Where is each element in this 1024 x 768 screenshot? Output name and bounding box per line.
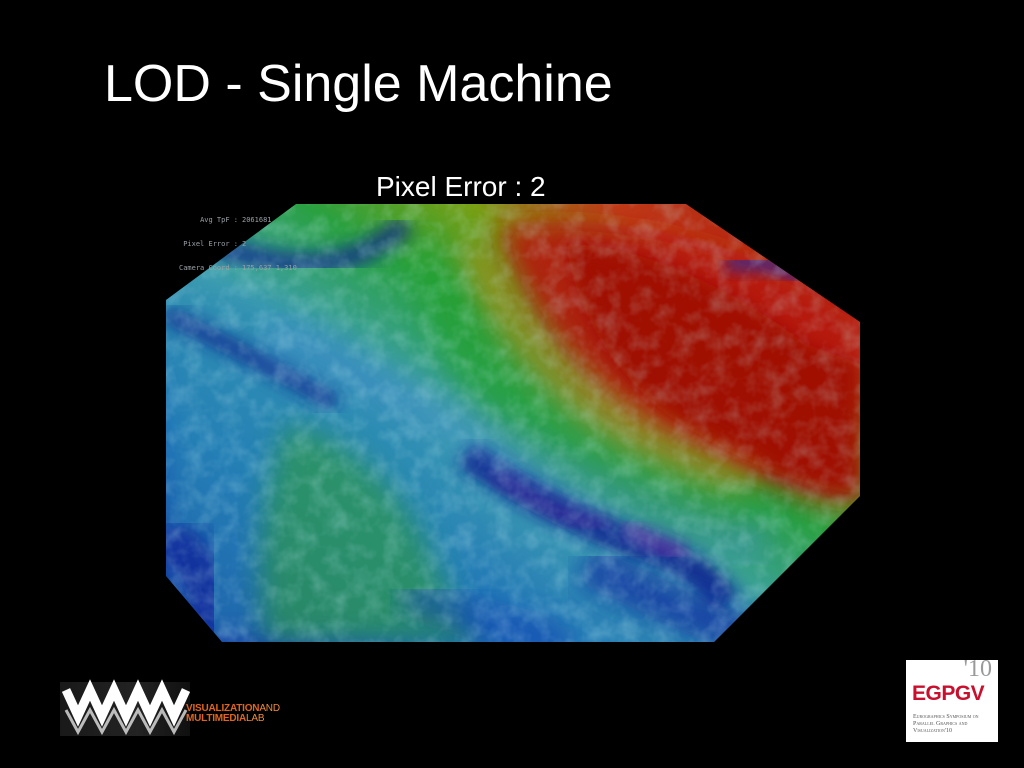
- vml-wave-logo-icon: [60, 679, 191, 736]
- vml-lab-logo: VISUALIZATIONAND MULTIMEDIALAB: [60, 676, 300, 740]
- egpgv-logo: '10 EGPGV Eurographics Symposium on Para…: [906, 656, 998, 742]
- egpgv-name: EGPGV: [912, 682, 985, 705]
- hud-line-camera-coord: Camera Coord :175,637 1,310: [178, 264, 297, 272]
- hud-line-pixel-error: Pixel Error :2: [183, 240, 247, 248]
- vml-lab-name: VISUALIZATIONAND MULTIMEDIALAB: [186, 703, 280, 724]
- hud-line-avg-tpf: Avg TpF :2061681: [200, 216, 272, 224]
- slide-title: LOD - Single Machine: [104, 55, 613, 113]
- terrain-heightmap-image: [166, 204, 860, 642]
- egpgv-description: Eurographics Symposium on Parallel Graph…: [913, 714, 979, 734]
- egpgv-year: '10: [963, 656, 992, 682]
- pixel-error-subtitle: Pixel Error : 2: [376, 171, 546, 202]
- render-stats-overlay: Avg TpF :2061681 Pixel Error :2 Camera C…: [172, 200, 297, 280]
- terrain-visualization: [166, 204, 860, 642]
